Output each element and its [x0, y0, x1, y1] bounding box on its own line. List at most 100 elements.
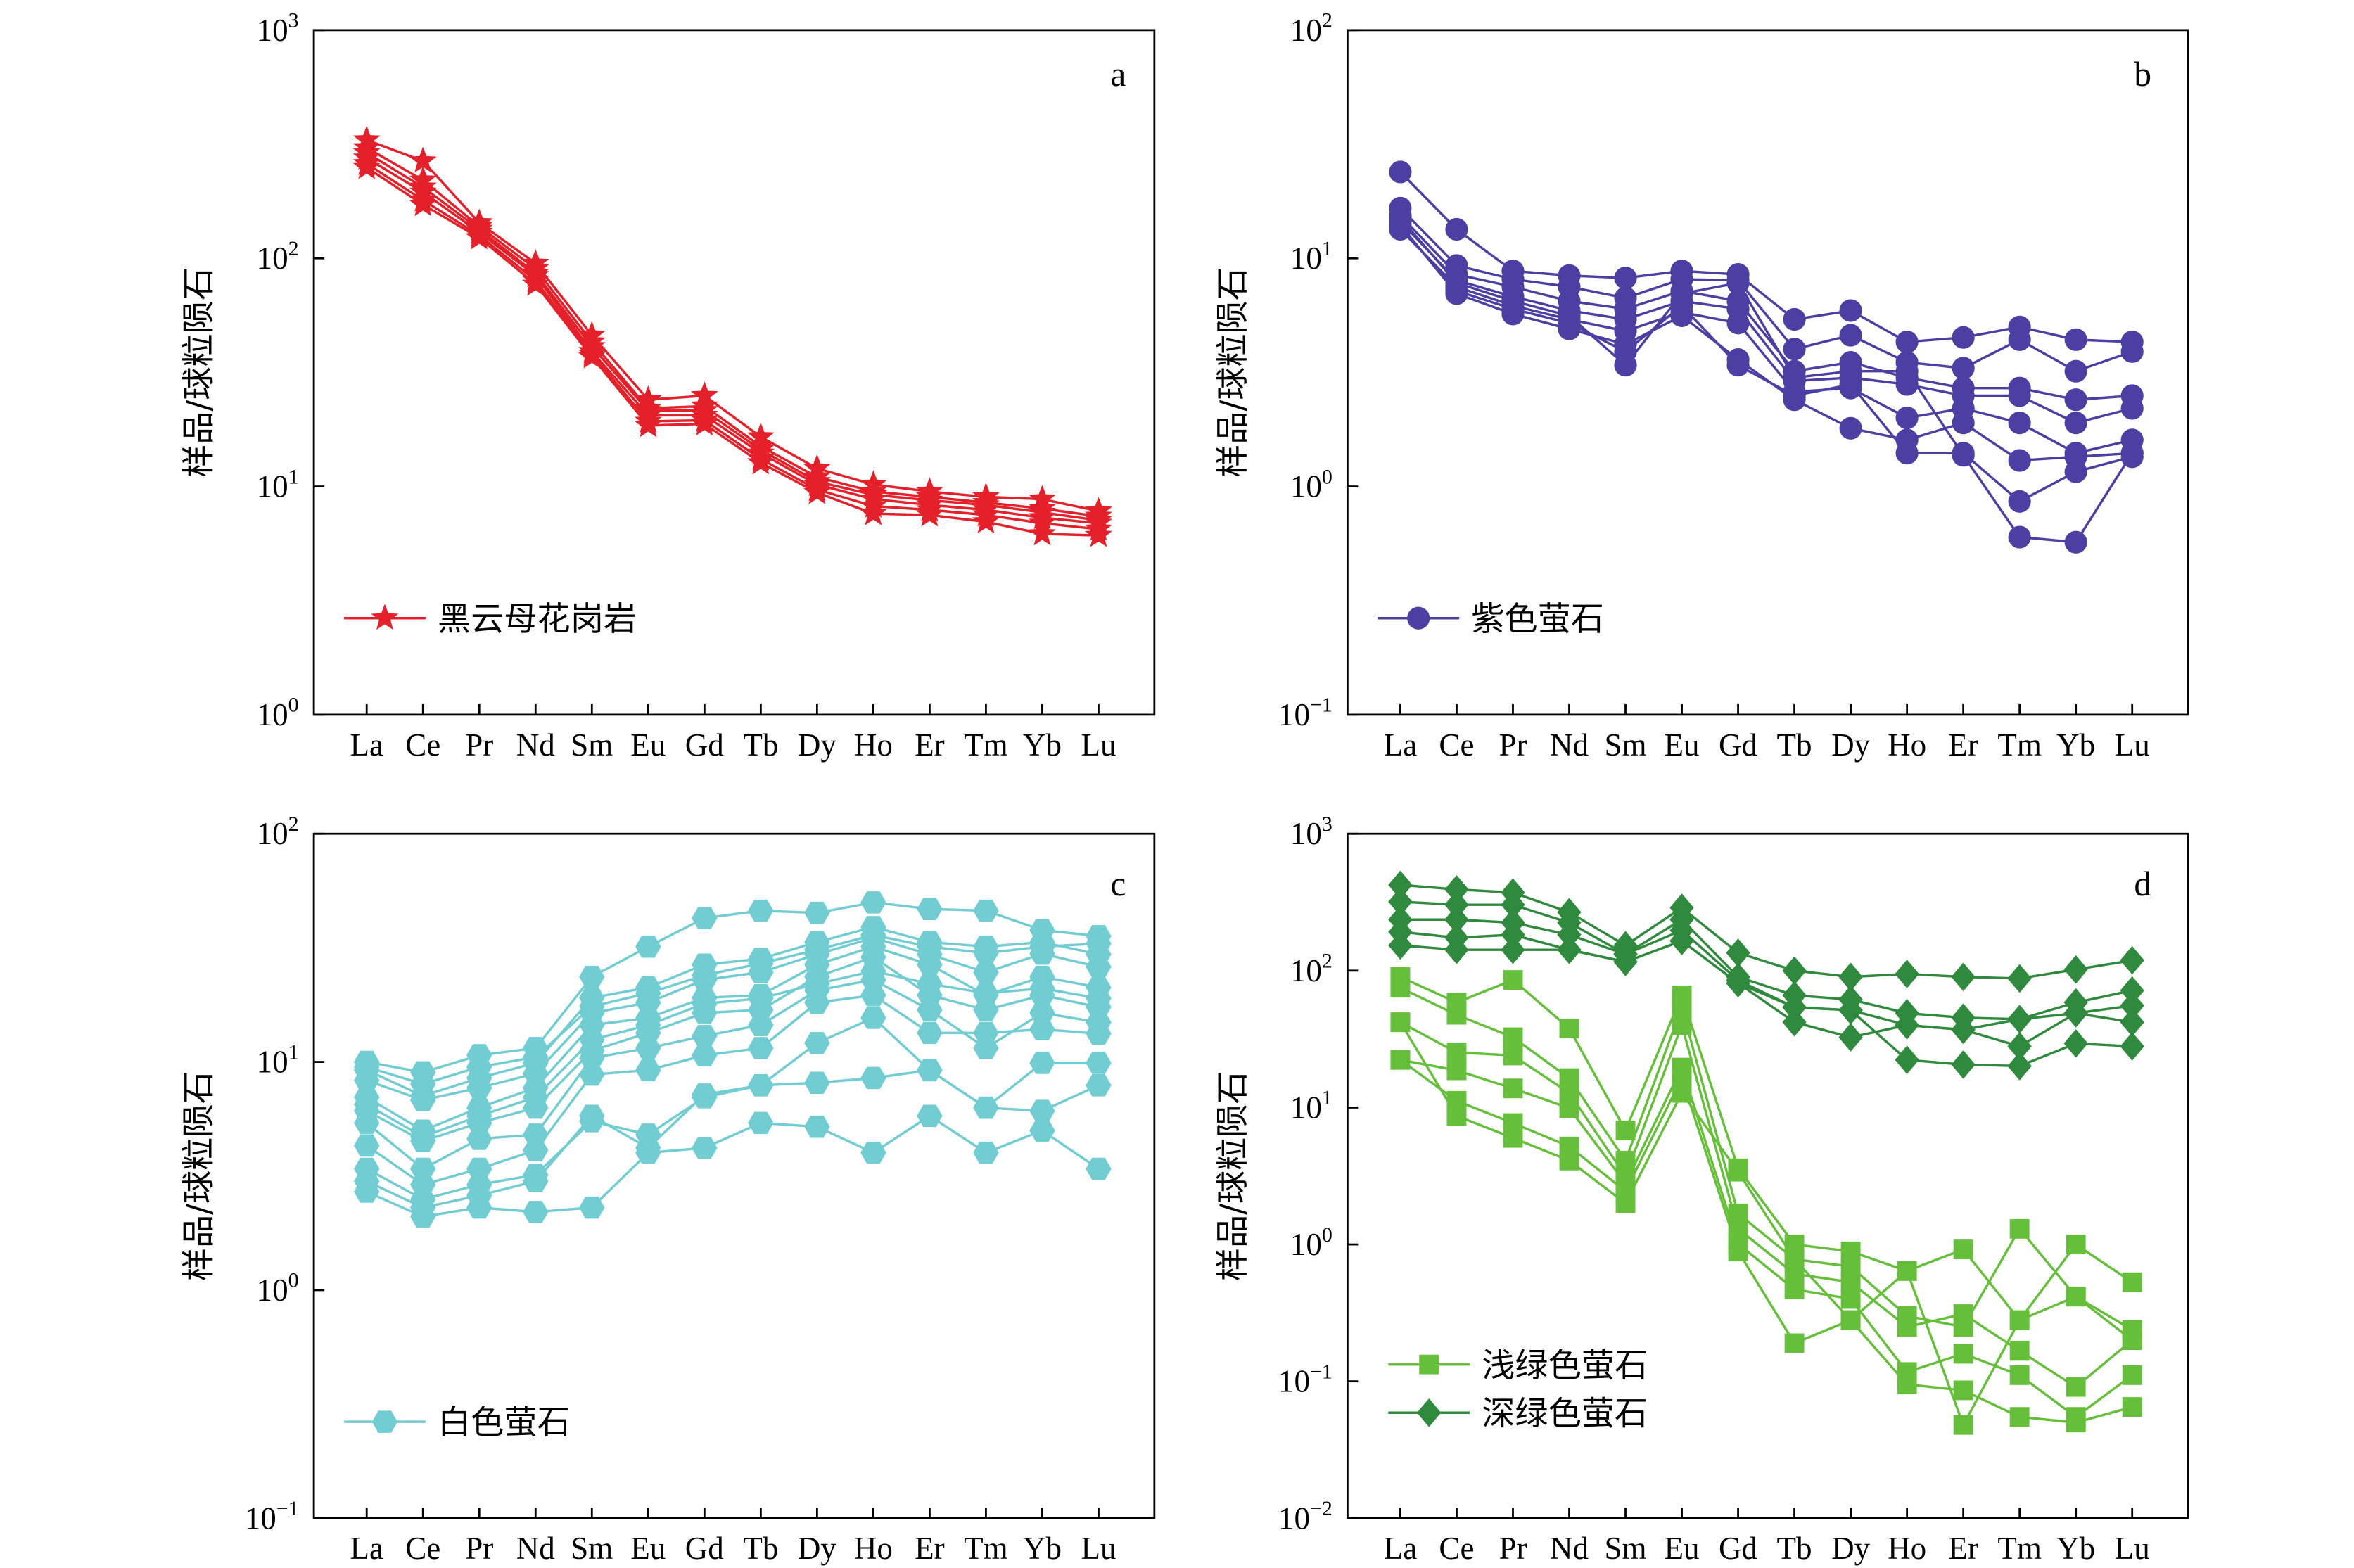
point-a-1-6-dy	[803, 478, 831, 504]
point-d-1-4-ce	[1446, 1060, 1467, 1081]
point-b-1-7-tb	[1783, 384, 1806, 407]
point-c-1-11-lu	[1086, 932, 1112, 955]
point-c-1-7-eu	[635, 1059, 661, 1082]
point-c-1-11-la	[353, 1056, 380, 1078]
x-tick-label-gd: Gd	[685, 1531, 724, 1566]
point-b-1-8-er	[1952, 444, 1975, 467]
point-a-1-6-ce	[409, 190, 437, 217]
point-d-1-3-eu	[1672, 1015, 1692, 1035]
point-b-1-7-yb	[2064, 460, 2087, 483]
y-tick-label-c: 100	[257, 1269, 299, 1308]
point-c-1-12-ho	[860, 960, 886, 983]
plot-frame-a	[312, 29, 1156, 716]
point-d-1-2-pr	[1503, 1027, 1523, 1047]
y-tick-exponent: 0	[1322, 1223, 1332, 1247]
y-tick-base: 10	[1290, 241, 1322, 276]
point-c-1-11-gd	[692, 964, 718, 987]
point-c-1-12-yb	[1029, 977, 1055, 1000]
point-c-1-4-er	[917, 953, 943, 976]
point-c-1-7-ho	[860, 983, 886, 1007]
point-c-1-6-er	[917, 998, 943, 1021]
point-c-1-10-er	[917, 1059, 943, 1082]
y-tick-label-b: 10−1	[1278, 694, 1332, 732]
point-b-1-6-dy	[1839, 416, 1862, 440]
point-d-2-1-ho	[1895, 960, 1919, 988]
y-axis-label-c: 样品/球粒陨石	[180, 1071, 219, 1281]
point-c-1-1-eu	[635, 935, 661, 958]
y-tick-label-d: 10−1	[1278, 1360, 1332, 1398]
panel-label-d: d	[2134, 865, 2151, 903]
point-c-1-12-gd	[692, 992, 718, 1015]
point-d-2-5-ho	[1895, 1045, 1919, 1075]
point-c-1-9-dy	[804, 1115, 830, 1138]
point-d-1-3-dy	[1840, 1272, 1861, 1292]
y-tick-base: 10	[257, 13, 288, 48]
point-d-1-5-lu	[2122, 1397, 2142, 1417]
point-c-1-12-pr	[466, 1104, 492, 1128]
point-d-2-5-pr	[1501, 935, 1525, 964]
point-d-2-5-lu	[2120, 1032, 2144, 1061]
y-tick-exponent: 1	[1322, 237, 1332, 260]
point-c-1-10-ce	[409, 1196, 436, 1219]
point-b-1-5-gd	[1726, 312, 1750, 335]
point-d-2-5-la	[1388, 931, 1413, 960]
panel-label-c: c	[1110, 865, 1126, 903]
point-b-1-8-tb	[1783, 366, 1806, 389]
point-c-1-12-nd	[523, 1086, 549, 1109]
point-d-1-5-gd	[1728, 1241, 1748, 1261]
point-d-1-3-ce	[1446, 1043, 1467, 1062]
point-c-1-9-ho	[860, 1141, 886, 1164]
point-b-1-8-tm	[2008, 525, 2031, 549]
point-d-1-6-lu	[2122, 1330, 2142, 1351]
point-d-2-5-tm	[2007, 1052, 2032, 1081]
point-d-1-2-ce	[1446, 1005, 1467, 1025]
legend-marker-hexagon-icon	[371, 1410, 398, 1433]
y-tick-exponent: −2	[1310, 1497, 1332, 1520]
y-tick-exponent: 1	[1322, 1086, 1332, 1109]
x-tick-label-ho: Ho	[854, 727, 893, 763]
point-d-1-3-pr	[1503, 1045, 1523, 1066]
y-tick-exponent: 2	[288, 812, 299, 836]
series-line-a-1-4	[366, 157, 1099, 525]
point-b-1-8-ho	[1895, 359, 1919, 383]
point-a-1-6-er	[916, 500, 943, 527]
point-d-2-5-ce	[1444, 935, 1469, 964]
point-c-1-8-lu	[1086, 1052, 1112, 1074]
point-b-1-7-gd	[1726, 354, 1750, 377]
point-d-1-6-ho	[1897, 1261, 1917, 1281]
x-tick-label-pr: Pr	[465, 727, 493, 763]
y-tick-base: 10	[257, 697, 288, 732]
point-c-1-7-yb	[1029, 1018, 1055, 1040]
point-c-1-11-dy	[804, 938, 830, 961]
point-a-1-6-tb	[746, 448, 775, 475]
y-tick-exponent: 0	[288, 1269, 299, 1292]
point-d-1-4-tb	[1784, 1279, 1805, 1299]
y-tick-exponent: −1	[1310, 694, 1332, 717]
y-tick-label-b: 102	[1290, 9, 1332, 48]
point-d-1-6-eu	[1672, 1083, 1692, 1103]
x-tick-label-tb: Tb	[743, 1531, 778, 1566]
y-tick-label-a: 102	[257, 237, 299, 276]
x-tick-label-sm: Sm	[571, 1531, 613, 1566]
point-d-1-4-er	[1953, 1344, 1973, 1364]
panel-label-a: a	[1110, 55, 1126, 94]
x-tick-label-lu: Lu	[2115, 727, 2150, 763]
y-tick-label-b: 101	[1290, 237, 1332, 276]
point-c-1-12-eu	[635, 1014, 661, 1037]
point-a-1-1-ce	[409, 146, 437, 173]
point-c-1-10-eu	[635, 1137, 661, 1159]
point-c-1-10-nd	[523, 1170, 549, 1192]
point-d-1-6-er	[1953, 1415, 1973, 1435]
point-c-1-12-er	[917, 972, 943, 995]
y-tick-exponent: 2	[1322, 9, 1332, 32]
x-tick-label-tb: Tb	[1777, 727, 1812, 763]
legend-marker-star-icon	[371, 604, 399, 630]
point-d-1-6-pr	[1503, 1128, 1523, 1148]
point-c-1-6-eu	[635, 1037, 661, 1059]
point-a-1-6-yb	[1029, 519, 1056, 546]
point-d-1-2-eu	[1672, 997, 1692, 1017]
x-tick-label-tm: Tm	[1997, 1531, 2042, 1566]
point-c-1-6-pr	[466, 1128, 492, 1150]
legend-entry-d-1: 浅绿色萤石	[1388, 1346, 1648, 1385]
y-axis-label-b: 样品/球粒陨石	[1214, 267, 1252, 478]
